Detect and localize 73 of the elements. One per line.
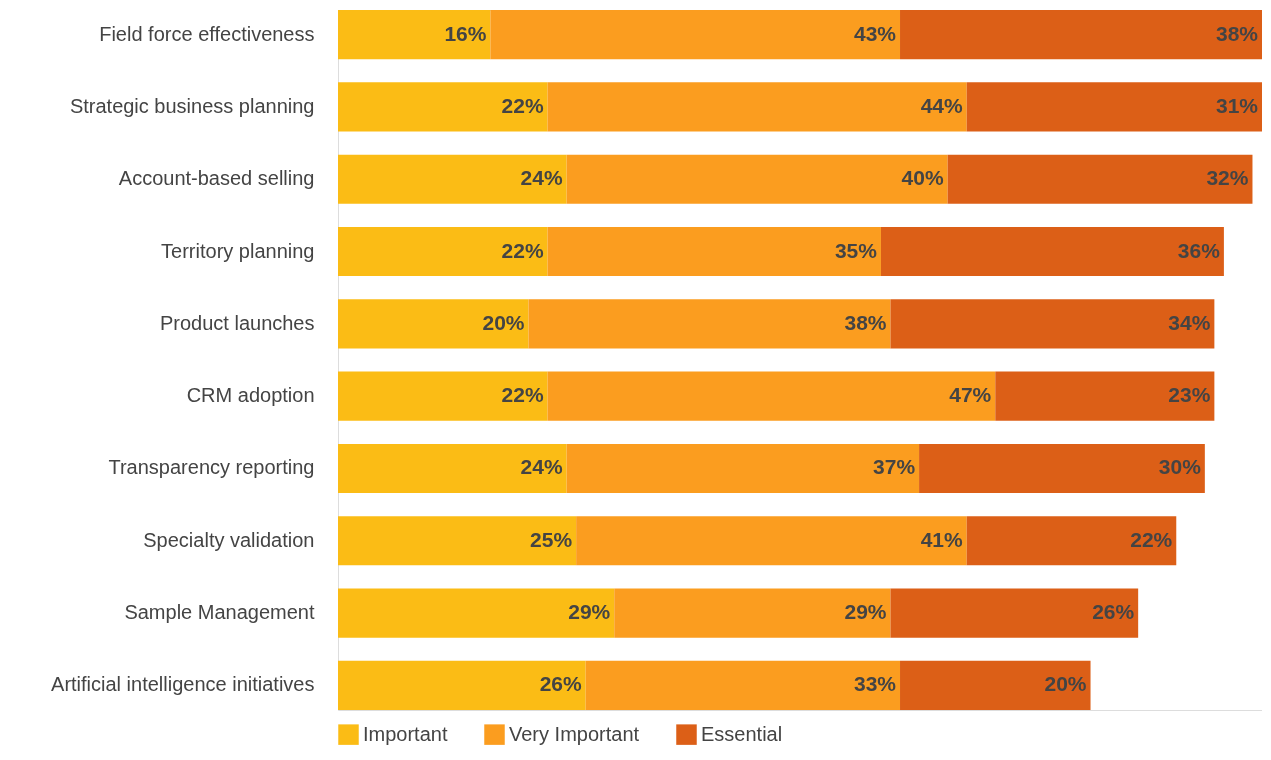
bar: [338, 371, 548, 421]
bar: [338, 516, 577, 566]
y-tick-label: Strategic business planning: [69, 94, 315, 117]
bar: [966, 516, 1177, 566]
legend-label: Essential: [701, 722, 783, 745]
data-label: 31%: [1215, 93, 1259, 117]
bar: [338, 443, 567, 494]
data-label: 44%: [920, 93, 964, 117]
data-label: 35%: [834, 238, 878, 262]
bar: [900, 660, 1091, 710]
data-label: 20%: [482, 310, 525, 334]
data-label: 41%: [920, 527, 964, 551]
bar: [338, 588, 615, 638]
y-tick-label: Artificial intelligence initiatives: [51, 673, 315, 696]
y-tick-label: CRM adoption: [186, 384, 315, 407]
data-label: 20%: [1044, 672, 1087, 696]
data-label: 33%: [853, 672, 897, 696]
data-label: 25%: [530, 527, 573, 551]
data-label: 26%: [1092, 600, 1135, 624]
bar: [900, 10, 1262, 60]
y-tick-label: Transparency reporting: [108, 456, 315, 479]
data-label: 38%: [844, 310, 887, 334]
data-label: 37%: [873, 455, 916, 479]
bar: [880, 226, 1224, 277]
data-label: 36%: [1177, 238, 1221, 262]
bar: [547, 82, 967, 132]
bar: [995, 371, 1215, 421]
bar: [966, 82, 1262, 132]
data-label: 32%: [1206, 166, 1249, 190]
y-tick-label: Account-based selling: [118, 167, 315, 190]
bar: [338, 10, 491, 60]
bar: [338, 154, 567, 204]
legend-label: Very Important: [509, 722, 640, 745]
bar: [576, 516, 967, 566]
bar: [338, 82, 548, 132]
bar: [585, 660, 901, 710]
bar: [528, 299, 891, 349]
bar: [338, 299, 529, 349]
bar: [338, 660, 586, 710]
data-label: 26%: [539, 672, 582, 696]
bar: [566, 443, 920, 494]
bar: [566, 154, 948, 204]
data-label: 24%: [520, 455, 563, 479]
data-label: 30%: [1158, 455, 1202, 479]
data-label: 29%: [844, 600, 887, 624]
data-label: 24%: [520, 166, 563, 190]
data-label: 38%: [1215, 21, 1259, 45]
data-label: 16%: [444, 21, 487, 45]
data-label: 47%: [949, 383, 992, 407]
bar: [919, 443, 1205, 494]
bar: [338, 226, 548, 277]
bar: [490, 10, 901, 60]
data-label: 22%: [501, 238, 544, 262]
y-tick-label: Product launches: [159, 311, 315, 334]
bar: [947, 154, 1253, 204]
y-tick-label: Field force effectiveness: [99, 22, 315, 45]
y-tick-label: Specialty validation: [143, 528, 315, 551]
bar: [547, 226, 881, 277]
y-tick-label: Territory planning: [161, 239, 315, 262]
bar: [890, 299, 1215, 349]
y-tick-label: Sample Management: [124, 601, 315, 624]
data-label: 40%: [901, 166, 944, 190]
data-label: 23%: [1168, 383, 1211, 407]
bar: [614, 588, 891, 638]
data-label: 29%: [568, 600, 611, 624]
data-label: 22%: [501, 93, 544, 117]
data-label: 22%: [1130, 527, 1173, 551]
bar: [890, 588, 1139, 638]
data-label: 34%: [1168, 310, 1211, 334]
bar: [547, 371, 996, 421]
legend-label: Important: [363, 722, 448, 745]
data-label: 43%: [853, 21, 897, 45]
data-label: 22%: [501, 383, 544, 407]
